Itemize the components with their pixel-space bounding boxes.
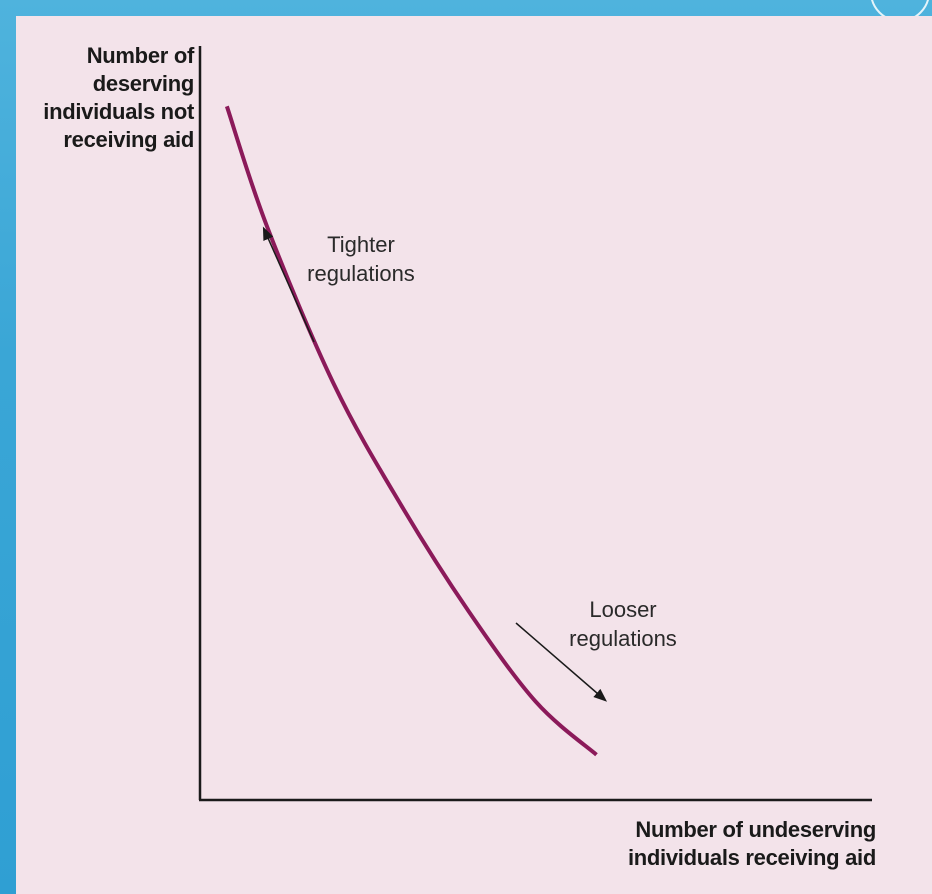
tighter-arrow	[262, 226, 315, 343]
annotation-line: Looser	[589, 597, 657, 622]
annotation-line: regulations	[307, 261, 415, 286]
chart-panel	[16, 16, 932, 894]
looser-arrow	[515, 622, 608, 702]
x-axis-label: Number of undeserving individuals receiv…	[627, 817, 876, 870]
tradeoff-curve	[224, 105, 598, 757]
annotation-line: Tighter	[327, 232, 395, 257]
looser-regulations-label: Looser regulations	[558, 595, 688, 653]
tighter-regulations-label: Tighter regulations	[296, 230, 426, 288]
annotation-line: regulations	[569, 626, 677, 651]
y-axis-label: Number of deserving individuals not rece…	[43, 43, 194, 152]
